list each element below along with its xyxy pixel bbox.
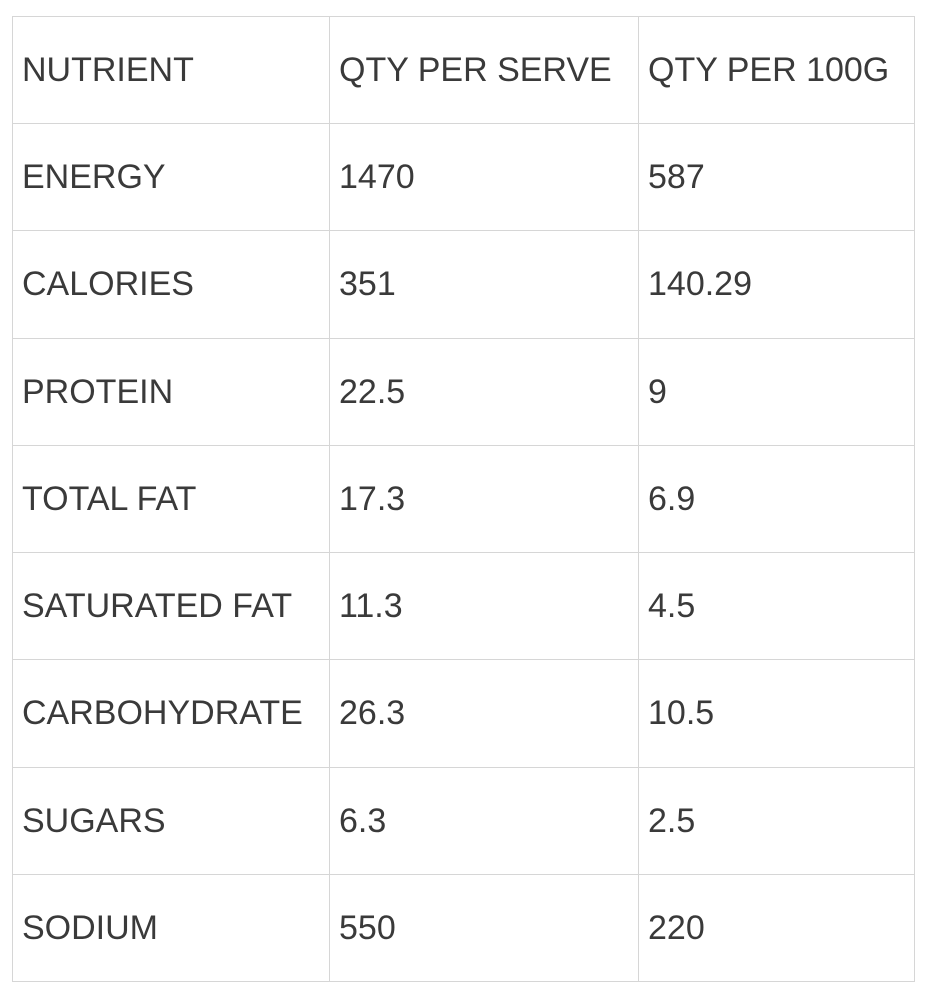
qty-per-100g: 2.5 xyxy=(638,766,915,875)
header-qty-per-100g: QTY PER 100G xyxy=(638,16,915,124)
nutrient-name: TOTAL FAT xyxy=(12,444,330,554)
header-qty-per-serve: QTY PER SERVE xyxy=(329,16,639,124)
qty-per-100g: 220 xyxy=(638,873,915,983)
table-row: PROTEIN 22.5 9 xyxy=(12,337,915,446)
nutrient-name: SUGARS xyxy=(12,766,330,875)
table-row: CARBOHYDRATE 26.3 10.5 xyxy=(12,659,915,768)
header-nutrient: NUTRIENT xyxy=(12,16,330,124)
table-header-row: NUTRIENT QTY PER SERVE QTY PER 100G xyxy=(12,16,915,124)
nutrition-table: NUTRIENT QTY PER SERVE QTY PER 100G ENER… xyxy=(12,16,915,983)
qty-per-100g: 140.29 xyxy=(638,230,915,339)
table-row: CALORIES 351 140.29 xyxy=(12,230,915,339)
qty-per-serve: 550 xyxy=(329,873,639,983)
table-row: SUGARS 6.3 2.5 xyxy=(12,766,915,875)
qty-per-100g: 6.9 xyxy=(638,444,915,554)
qty-per-100g: 587 xyxy=(638,122,915,232)
qty-per-serve: 351 xyxy=(329,230,639,339)
nutrient-name: CARBOHYDRATE xyxy=(12,659,330,768)
table-row: ENERGY 1470 587 xyxy=(12,122,915,232)
qty-per-serve: 26.3 xyxy=(329,659,639,768)
qty-per-serve: 1470 xyxy=(329,122,639,232)
table-row: SODIUM 550 220 xyxy=(12,873,915,983)
qty-per-100g: 4.5 xyxy=(638,551,915,661)
qty-per-serve: 6.3 xyxy=(329,766,639,875)
table-row: TOTAL FAT 17.3 6.9 xyxy=(12,444,915,554)
nutrient-name: SODIUM xyxy=(12,873,330,983)
qty-per-serve: 11.3 xyxy=(329,551,639,661)
qty-per-serve: 22.5 xyxy=(329,337,639,446)
qty-per-serve: 17.3 xyxy=(329,444,639,554)
qty-per-100g: 10.5 xyxy=(638,659,915,768)
table-row: SATURATED FAT 11.3 4.5 xyxy=(12,551,915,661)
nutrient-name: ENERGY xyxy=(12,122,330,232)
nutrient-name: SATURATED FAT xyxy=(12,551,330,661)
nutrient-name: CALORIES xyxy=(12,230,330,339)
qty-per-100g: 9 xyxy=(638,337,915,446)
nutrient-name: PROTEIN xyxy=(12,337,330,446)
